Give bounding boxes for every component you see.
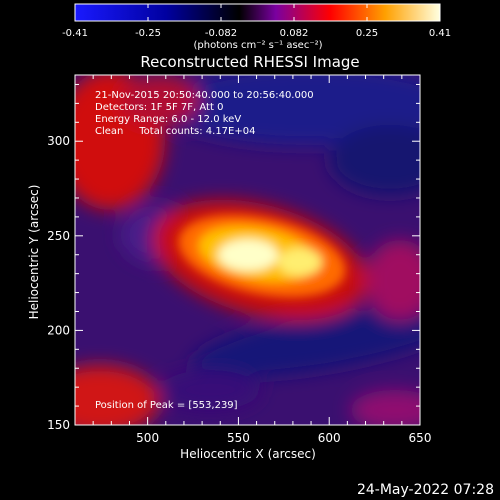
x-tick-label: 550 bbox=[227, 431, 250, 445]
info-line-time: 21-Nov-2015 20:50:40.000 to 20:56:40.000 bbox=[95, 90, 314, 101]
colorbar-tick-label: -0.41 bbox=[62, 28, 88, 39]
colorbar-ticks bbox=[74, 4, 441, 21]
rhessi-image bbox=[75, 75, 420, 425]
x-tick-label: 500 bbox=[136, 431, 159, 445]
timestamp: 24-May-2022 07:28 bbox=[357, 482, 494, 498]
colorbar-units: (photons cm⁻² s⁻¹ asec⁻²) bbox=[193, 40, 322, 51]
info-block: 21-Nov-2015 20:50:40.000 to 20:56:40.000… bbox=[95, 90, 314, 411]
info-line-clean: Clean Total counts: 4.17E+04 bbox=[95, 126, 255, 137]
y-tick-label: 300 bbox=[47, 134, 70, 148]
colorbar-tick-label: 0.082 bbox=[280, 28, 309, 39]
plot-frame bbox=[74, 74, 421, 426]
info-line-energy: Energy Range: 6.0 - 12.0 keV bbox=[95, 114, 241, 125]
y-tick-label: 200 bbox=[47, 323, 70, 337]
y-axis-label: Heliocentric Y (arcsec) bbox=[27, 185, 41, 320]
x-tick-label: 650 bbox=[409, 431, 432, 445]
x-axis-label: Heliocentric X (arcsec) bbox=[180, 447, 316, 461]
colorbar-tick-labels: -0.41 -0.25 -0.082 0.082 0.25 0.41 bbox=[62, 28, 451, 39]
y-tick-label: 150 bbox=[47, 418, 70, 432]
peak-position: Position of Peak = [553,239] bbox=[95, 400, 238, 411]
x-tick-label: 600 bbox=[318, 431, 341, 445]
colorbar-tick-label: 0.41 bbox=[429, 28, 451, 39]
colorbar: -0.41 -0.25 -0.082 0.082 0.25 0.41 (photons c… bbox=[62, 3, 451, 51]
colorbar-tick-label: -0.25 bbox=[135, 28, 161, 39]
colorbar-tick-label: -0.082 bbox=[205, 28, 237, 39]
x-axis-ticks: 500 550 600 650 bbox=[74, 75, 432, 445]
colorbar-tick-label: 0.25 bbox=[356, 28, 378, 39]
y-tick-label: 250 bbox=[47, 229, 70, 243]
y-axis-ticks: 150 200 250 300 bbox=[47, 83, 420, 432]
colorbar-gradient bbox=[74, 3, 441, 22]
plot-title: Reconstructed RHESSI Image bbox=[140, 53, 359, 71]
info-line-detectors: Detectors: 1F 5F 7F, Att 0 bbox=[95, 102, 223, 113]
